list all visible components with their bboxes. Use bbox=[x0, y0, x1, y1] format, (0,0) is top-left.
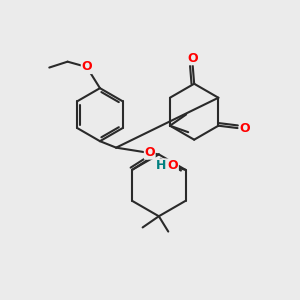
Text: H: H bbox=[156, 159, 166, 172]
Text: O: O bbox=[144, 146, 155, 159]
Text: O: O bbox=[240, 122, 250, 135]
Text: O: O bbox=[81, 61, 92, 74]
Text: O: O bbox=[188, 52, 198, 64]
Text: O: O bbox=[168, 159, 178, 172]
